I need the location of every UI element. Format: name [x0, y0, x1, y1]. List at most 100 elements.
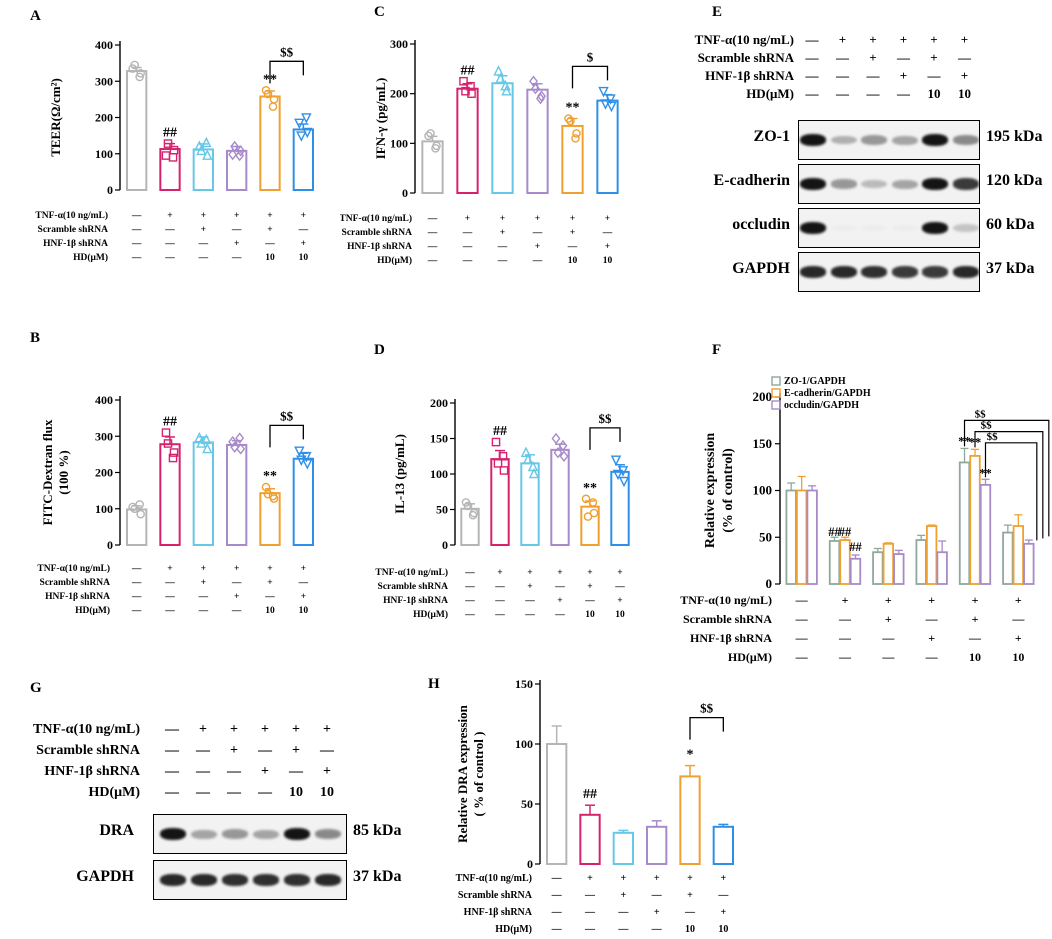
y-tick-label: 100: [430, 467, 448, 481]
bar: [126, 70, 148, 191]
condition-value: +: [570, 214, 575, 224]
condition-value: —: [584, 596, 595, 606]
blot-band: [952, 178, 979, 190]
data-point: [301, 451, 312, 463]
bar: [882, 542, 894, 585]
condition-value: +: [842, 593, 849, 607]
condition-value: —: [494, 596, 505, 606]
blot-condition-value: +: [230, 722, 238, 737]
condition-label: HNF-1β shRNA: [43, 239, 108, 249]
blot-condition-value: —: [836, 50, 849, 65]
condition-value: —: [617, 924, 629, 935]
condition-value: +: [500, 228, 505, 238]
condition-label: HD(μM): [73, 252, 108, 263]
blot-condition-value: +: [261, 722, 269, 737]
bar: [550, 448, 570, 546]
condition-value: +: [267, 225, 272, 235]
condition-value: —: [164, 592, 175, 602]
data-point: [168, 453, 178, 463]
data-point: [268, 102, 278, 111]
blot-condition-value: +: [960, 68, 969, 83]
y-tick-label: 0: [766, 576, 773, 591]
y-axis-label-group: Relative expression (% of control): [703, 433, 736, 548]
blot-membrane: [798, 252, 980, 292]
y-tick-label: 0: [107, 538, 113, 552]
chart-panel-d: 0 50 100 150 200 IL-13 (pg/mL) ## ** $$ TNF-α(10 …: [375, 396, 630, 620]
condition-value: —: [131, 253, 142, 263]
data-point: [558, 439, 568, 452]
condition-value: —: [298, 225, 309, 235]
chart-panel-b: 0 100 200 300 400 FITC-Dextran flux (100 %) ## *…: [37, 393, 314, 616]
data-point: [531, 82, 540, 95]
blot-condition-value: +: [230, 743, 238, 758]
data-point: [551, 432, 561, 445]
condition-value: +: [654, 907, 660, 918]
data-point: [527, 460, 539, 472]
data-point: [294, 118, 305, 130]
data-point: [296, 455, 307, 466]
y-tick-label: 150: [430, 432, 448, 446]
blot-band: [222, 874, 248, 886]
panel-label-f: F: [712, 342, 722, 358]
condition-value: +: [500, 214, 505, 224]
condition-value: +: [301, 564, 306, 574]
legend-swatch: [771, 388, 781, 398]
significance-mark: ##: [163, 126, 177, 141]
condition-value: 10: [718, 924, 728, 935]
y-tick-label: 0: [107, 183, 113, 197]
data-point: [424, 131, 433, 141]
condition-value: —: [164, 578, 175, 588]
condition-value: —: [164, 253, 175, 263]
significance-mark: ##: [849, 540, 862, 554]
blot-condition-value: +: [869, 32, 877, 47]
condition-value: —: [494, 610, 505, 620]
condition-value: —: [795, 650, 809, 664]
data-point: [468, 510, 478, 520]
condition-value: —: [231, 606, 242, 616]
data-point: [566, 116, 575, 126]
blot-condition-value: +: [323, 764, 331, 779]
blot-condition-value: —: [196, 764, 210, 779]
condition-value: 10: [585, 610, 595, 620]
blot-band: [891, 135, 918, 145]
condition-value: —: [131, 606, 142, 616]
blot-band: [253, 874, 279, 886]
blot-condition-label: HNF-1β shRNA: [705, 68, 794, 83]
condition-value: —: [881, 650, 895, 664]
condition-value: +: [535, 242, 540, 252]
condition-label: Scramble shRNA: [378, 582, 449, 592]
blot-band: [891, 179, 918, 189]
y-tick-label: 100: [515, 737, 533, 751]
significance-mark: *: [687, 748, 694, 763]
condition-label: Scramble shRNA: [38, 225, 109, 235]
condition-value: 10: [603, 256, 613, 266]
y-tick-label: 300: [95, 429, 113, 443]
blot-condition-value: +: [199, 722, 207, 737]
bracket-label: $$: [981, 420, 993, 432]
data-point: [135, 72, 144, 82]
data-point: [618, 476, 630, 488]
y-axis-label-group: IL-13 (pg/mL): [392, 434, 407, 514]
panel-label-c: C: [374, 4, 385, 20]
condition-value: +: [267, 211, 272, 221]
condition-value: +: [720, 907, 726, 918]
condition-value: —: [198, 239, 209, 249]
data-point: [263, 89, 273, 99]
legend-label: ZO-1/GAPDH: [784, 376, 846, 387]
y-axis-label-2: ( % of control ): [471, 732, 486, 817]
data-point: [302, 459, 313, 470]
condition-value: —: [131, 225, 142, 235]
condition-value: +: [557, 568, 562, 578]
y-axis-label: Relative DRA expression: [455, 704, 470, 842]
blot-condition-value: —: [258, 743, 272, 758]
bar: [526, 88, 549, 194]
bar: [192, 441, 215, 546]
y-axis-label: TEER(Ω/cm²): [48, 78, 63, 157]
condition-value: —: [131, 564, 142, 574]
condition-value: —: [497, 242, 508, 252]
condition-value: +: [1015, 631, 1022, 645]
condition-value: —: [164, 606, 175, 616]
condition-value: +: [587, 582, 592, 592]
comparison-bracket: [963, 419, 1050, 537]
blot-band: [952, 223, 979, 233]
